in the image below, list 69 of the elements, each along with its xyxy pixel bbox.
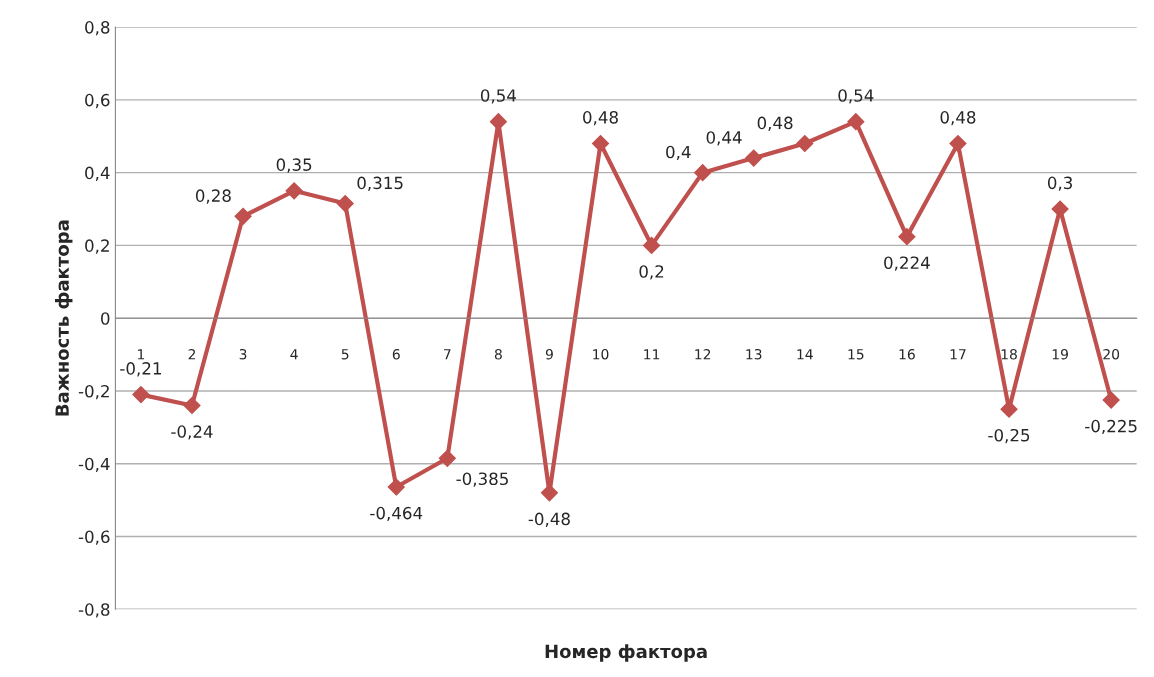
- x-tick-label: 15: [848, 349, 864, 360]
- data-label: 0,315: [357, 176, 403, 191]
- data-label: 0,54: [838, 89, 874, 104]
- data-label: 0,28: [195, 189, 231, 204]
- point: [643, 236, 661, 254]
- x-axis-title: Номер фактора: [545, 644, 707, 662]
- point: [745, 149, 763, 167]
- x-tick-label: 6: [392, 348, 400, 360]
- data-label: 0,3: [1047, 176, 1073, 191]
- x-tick-label: 2: [188, 348, 196, 360]
- point: [540, 484, 559, 502]
- x-tick-label: 8: [494, 348, 502, 360]
- data-label: 0,48: [583, 111, 618, 126]
- y-tick-label: 0,2: [85, 239, 109, 254]
- x-tick-label: 12: [695, 348, 711, 360]
- y-tick-label: -0,8: [78, 603, 110, 618]
- x-tick-label: 17: [950, 349, 966, 360]
- data-label: -0,21: [120, 362, 161, 377]
- point: [694, 164, 712, 182]
- x-tick-label: 1: [138, 349, 145, 360]
- data-label: 0,224: [884, 256, 930, 271]
- x-tick-label: 10: [593, 348, 609, 360]
- data-label: 0,48: [940, 111, 976, 126]
- data-label: 0,35: [276, 158, 312, 173]
- data-label: 0,54: [480, 89, 516, 104]
- point: [1051, 200, 1069, 218]
- x-tick-label: 20: [1103, 348, 1120, 360]
- point: [285, 182, 303, 200]
- data-label: -0,24: [171, 425, 213, 440]
- data-label: -0,48: [528, 512, 570, 527]
- point: [438, 449, 456, 467]
- x-tick-label: 4: [290, 349, 298, 360]
- point: [591, 134, 610, 153]
- point: [336, 195, 354, 213]
- x-tick-label: 5: [341, 349, 349, 360]
- x-tick-label: 11: [644, 349, 660, 360]
- y-tick-label: 0,6: [85, 93, 110, 109]
- data-label: -0,385: [456, 472, 508, 487]
- x-tick-label: 16: [899, 348, 915, 360]
- x-tick-label: 18: [1001, 348, 1017, 360]
- data-label: 0,4: [666, 145, 691, 160]
- data-label: 0,48: [757, 116, 793, 131]
- data-label: 0,44: [706, 131, 742, 146]
- point: [796, 134, 814, 153]
- x-tick-label: 13: [746, 348, 762, 360]
- x-tick-label: 9: [545, 348, 553, 360]
- data-label: -0,25: [988, 428, 1030, 444]
- data-label: -0,225: [1085, 419, 1137, 435]
- y-tick-label: -0,2: [78, 384, 109, 400]
- point: [132, 386, 150, 404]
- y-axis-title: Важность фактора: [54, 220, 73, 416]
- point: [234, 207, 252, 225]
- y-tick-label: -0,4: [78, 457, 110, 473]
- y-tick-label: -0,6: [78, 530, 110, 545]
- point: [949, 134, 967, 153]
- y-tick-label: 0: [101, 312, 110, 325]
- x-tick-label: 14: [797, 349, 813, 360]
- x-tick-label: 3: [239, 348, 247, 360]
- point: [898, 228, 916, 246]
- data-label: 0,2: [639, 265, 664, 280]
- x-tick-label: 7: [444, 349, 451, 360]
- point: [387, 478, 405, 496]
- point: [847, 113, 865, 131]
- y-tick-label: 0,8: [85, 21, 110, 36]
- x-tick-label: 19: [1052, 348, 1068, 360]
- data-label: -0,464: [370, 506, 423, 522]
- point: [183, 396, 201, 415]
- point: [1102, 391, 1120, 409]
- y-tick-label: 0,4: [85, 166, 110, 181]
